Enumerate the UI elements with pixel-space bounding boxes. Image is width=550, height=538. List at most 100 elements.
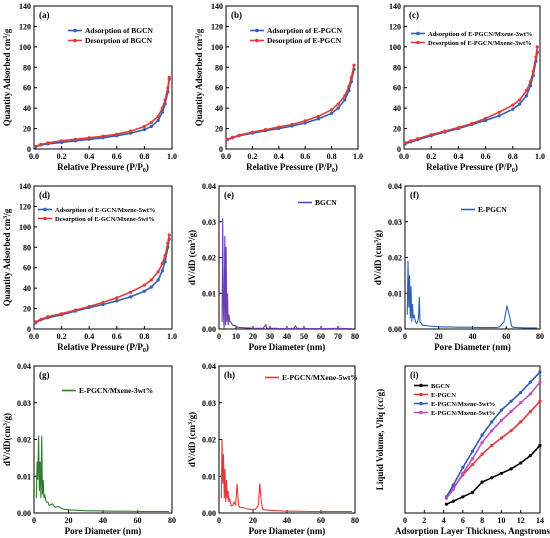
x-tick-label: 80 [168,516,176,525]
x-tick-label: 0.0 [221,152,231,161]
data-point [538,399,542,403]
data-point [470,449,475,453]
y-tick-label: 120 [19,202,31,211]
legend-marker [416,31,420,36]
x-tick-label: 1.0 [167,332,177,341]
y-tick-label: 0.02 [202,254,216,263]
data-point [160,262,164,266]
y-tick-label: 40 [23,284,31,293]
y-tick-label: 120 [211,22,223,31]
y-tick-label: 80 [393,63,401,72]
data-point [511,107,515,111]
series-line [35,77,170,148]
y-tick-label: 0.00 [17,509,31,518]
data-point [528,409,532,414]
data-point [451,483,455,487]
x-tick-label: 0.4 [274,152,284,161]
x-tick-label: 12 [517,516,525,525]
x-tick-label: 0.4 [84,332,94,341]
panel-b: 0.0 0.2 0.4 0.6 0.8 1.0 0 20 40 60 80 100 120 140 Rela… [194,2,363,174]
y-tick-label: 80 [23,63,31,72]
x-tick-label: 0.8 [139,152,149,161]
x-axis-label: Relative Pressure (P/P0) [426,162,518,174]
data-point [480,433,484,437]
y-axis-label: dV/dD(cm3/g) [2,413,12,466]
data-point [528,392,532,396]
data-point [349,75,353,80]
x-tick-label: 20 [249,332,257,341]
plot-frame [403,5,541,150]
series-line [446,444,540,505]
x-tick-label: 0 [217,332,221,341]
data-point [497,114,501,118]
x-tick-label: 0.4 [84,152,94,161]
data-point [167,233,171,237]
panel-label: (f) [410,190,419,200]
data-point [509,429,513,433]
data-point [519,401,523,405]
legend-marker [255,28,259,33]
y-tick-label: 0.04 [388,182,402,191]
data-point [156,114,160,118]
series-line [405,46,539,144]
panel-label: (c) [409,10,419,20]
y-tick-label: 140 [389,2,401,11]
y-axis-label: dV/dD (cm3/g) [187,412,197,467]
data-point [470,121,474,126]
x-tick-label: 40 [283,332,291,341]
data-point [60,139,64,143]
panel-e: 0 10 20 30 40 50 60 70 80 0.00 0.01 0.02 0.03 0.04 Por… [187,182,359,352]
data-point [456,125,460,130]
x-tick-label: 0.8 [327,152,337,161]
data-point [490,476,494,480]
data-point [60,312,64,316]
data-point [129,290,133,294]
legend-label: Desorption of E-GCN/Mxene-5wt% [55,216,155,223]
y-tick-label: 0.04 [202,362,216,371]
y-axis-label: dV/dD (cm3/g) [373,230,383,285]
x-tick-label: 0.6 [112,332,122,341]
x-tick-label: 50 [300,332,308,341]
data-point [129,295,133,299]
data-point [509,399,513,403]
x-tick-label: 14 [536,516,544,525]
y-tick-label: 0.01 [17,472,31,481]
data-point [142,124,146,129]
x-tick-label: 60 [134,516,142,525]
x-tick-label: 60 [502,332,510,341]
data-point [490,443,494,447]
data-point [429,133,433,137]
data-point [330,111,334,115]
data-point [416,137,420,141]
y-tick-label: 0 [27,145,31,154]
data-point [490,420,494,424]
data-point [87,304,91,309]
series-line [35,234,170,323]
data-point [518,98,522,102]
legend-marker [419,392,423,397]
data-point [444,502,449,506]
data-point [264,127,268,132]
x-tick-label: 40 [469,332,477,341]
panel-a: 0.0 0.2 0.4 0.6 0.8 1.0 0 20 40 60 80 100 120 140 Rela… [2,2,177,174]
x-tick-label: 0.6 [300,152,310,161]
x-tick-label: 0 [32,516,36,525]
y-tick-label: 40 [393,104,401,113]
data-point [480,480,484,484]
x-tick-label: 0.8 [139,332,149,341]
data-point [497,110,501,114]
data-point [87,136,91,140]
y-tick-label: 100 [19,223,31,232]
data-point [461,471,465,475]
x-tick-label: 60 [317,332,325,341]
plot-frame [404,185,541,330]
data-point [480,452,484,456]
y-tick-label: 60 [23,264,31,273]
data-point [490,429,494,433]
data-point [343,98,347,102]
data-point [149,278,153,282]
data-point [277,125,281,129]
plot-frame [218,185,356,330]
data-point [166,86,170,90]
